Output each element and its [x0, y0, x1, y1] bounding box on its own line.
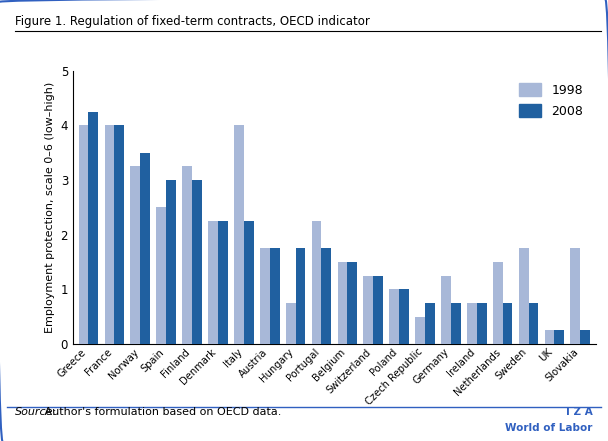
Bar	[528, 303, 538, 344]
Bar	[131, 166, 140, 344]
Bar	[503, 303, 513, 344]
Y-axis label: Employment protection, scale 0–6 (low–high): Employment protection, scale 0–6 (low–hi…	[45, 82, 55, 333]
Bar	[166, 180, 176, 344]
Text: World of Labor: World of Labor	[505, 423, 593, 433]
Text: Figure 1. Regulation of fixed-term contracts, OECD indicator: Figure 1. Regulation of fixed-term contr…	[15, 15, 370, 28]
Bar	[105, 125, 114, 344]
Bar	[347, 262, 357, 344]
Bar	[493, 262, 503, 344]
Bar	[156, 207, 166, 344]
Bar	[554, 330, 564, 344]
Bar	[244, 221, 254, 344]
Bar	[389, 289, 399, 344]
Bar	[364, 276, 373, 344]
Bar	[519, 248, 528, 344]
Bar	[312, 221, 322, 344]
Bar	[114, 125, 124, 344]
Bar	[337, 262, 347, 344]
Bar	[322, 248, 331, 344]
Bar	[89, 112, 98, 344]
Bar	[192, 180, 202, 344]
Bar	[441, 276, 451, 344]
Bar	[477, 303, 486, 344]
Text: Source:: Source:	[15, 407, 57, 417]
Bar	[260, 248, 270, 344]
Text: I Z A: I Z A	[566, 407, 593, 417]
Bar	[182, 166, 192, 344]
Bar	[425, 303, 435, 344]
Bar	[580, 330, 590, 344]
Bar	[570, 248, 580, 344]
Bar	[234, 125, 244, 344]
Text: Author's formulation based on OECD data.: Author's formulation based on OECD data.	[41, 407, 282, 417]
Bar	[451, 303, 461, 344]
Bar	[545, 330, 554, 344]
Bar	[415, 317, 425, 344]
Bar	[208, 221, 218, 344]
Bar	[218, 221, 228, 344]
Bar	[295, 248, 305, 344]
Bar	[78, 125, 89, 344]
Bar	[467, 303, 477, 344]
Bar	[270, 248, 280, 344]
Bar	[286, 303, 295, 344]
Bar	[399, 289, 409, 344]
Legend: 1998, 2008: 1998, 2008	[513, 77, 590, 124]
Bar	[140, 153, 150, 344]
Bar	[373, 276, 383, 344]
